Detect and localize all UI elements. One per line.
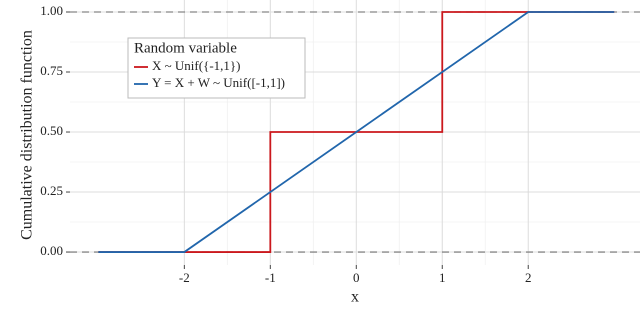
- y-tick-label: 0.50: [40, 123, 63, 138]
- legend-title: Random variable: [134, 40, 237, 56]
- series-line: [98, 11, 615, 253]
- y-tick-label: 0.75: [40, 63, 63, 78]
- x-tick-label: -2: [179, 270, 190, 285]
- y-tick-label: 0.00: [40, 243, 63, 258]
- y-tick-label: 1.00: [40, 3, 63, 18]
- legend-label: X ~ Unif({-1,1}): [152, 58, 240, 73]
- x-axis-label: x: [351, 289, 359, 306]
- y-tick-label: 0.25: [40, 183, 63, 198]
- legend-label: Y = X + W ~ Unif([-1,1]): [152, 75, 285, 90]
- x-tick-label: 0: [353, 270, 360, 285]
- legend-box: [127, 37, 306, 99]
- x-tick-label: 1: [439, 270, 446, 285]
- y-axis-label: Cumulative distribution function: [19, 30, 36, 240]
- legend: Random variable X ~ Unif({-1,1}) Y = X + W…: [127, 37, 306, 99]
- x-tick-label: 2: [525, 270, 532, 285]
- x-tick-label: -1: [265, 270, 276, 285]
